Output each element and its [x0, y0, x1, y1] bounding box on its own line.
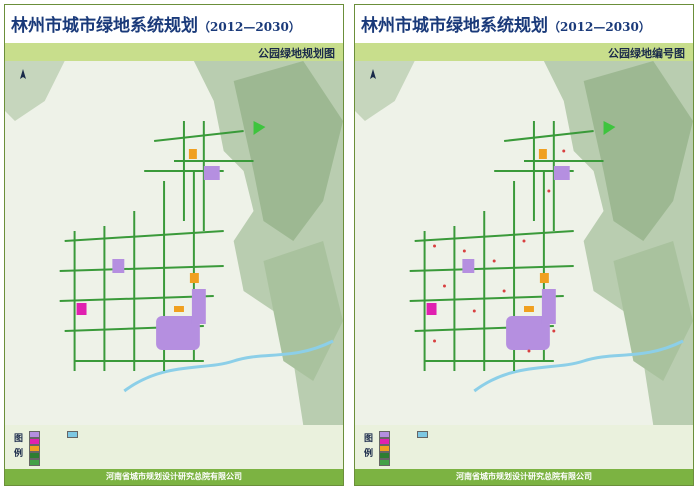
park-zone — [538, 149, 547, 159]
park-zone — [541, 289, 556, 324]
park-zone — [539, 273, 549, 283]
map-legend: 图例 — [355, 425, 693, 471]
title-years: （2012—2030） — [198, 20, 301, 34]
park-zone — [188, 149, 197, 159]
subtitle-strip — [355, 43, 693, 61]
legend-swatch — [379, 452, 390, 459]
north-arrow-icon — [370, 69, 376, 79]
legend-swatch — [29, 452, 40, 459]
park-zone — [112, 259, 125, 273]
park-zone — [253, 121, 266, 135]
legend-item — [379, 452, 393, 459]
map-canvas — [5, 61, 343, 425]
park-number-markers — [433, 149, 566, 353]
legend-swatch — [29, 438, 40, 445]
legend-swatch — [379, 445, 390, 452]
map-subtitle: 公园绿地编号图 — [608, 47, 685, 60]
legend-item — [29, 438, 43, 445]
legend-item — [379, 459, 393, 466]
river — [473, 339, 684, 393]
map-panel-left: 林州市城市绿地系统规划（2012—2030） 公园绿地规划图 — [4, 4, 344, 486]
legend-swatch — [67, 431, 78, 438]
park-zone — [603, 121, 616, 135]
park-zone — [553, 166, 570, 180]
legend-heading: 图例 — [362, 433, 372, 463]
park-zone — [203, 166, 220, 180]
map-canvas — [355, 61, 693, 425]
north-arrow-icon — [20, 69, 26, 79]
park-zone — [506, 316, 550, 350]
map-title: 林州市城市绿地系统规划（2012—2030） — [11, 11, 301, 36]
legend-swatch — [379, 438, 390, 445]
park-zone — [174, 306, 184, 312]
legend-item — [29, 445, 43, 452]
park-zone — [191, 289, 206, 324]
legend-item — [29, 459, 43, 466]
title-main: 林州市城市绿地系统规划 — [11, 16, 198, 36]
title-bar: 林州市城市绿地系统规划（2012—2030） — [355, 5, 693, 43]
legend-swatch — [29, 431, 40, 438]
map-graphic — [355, 61, 693, 425]
subtitle-strip — [5, 43, 343, 61]
river — [123, 339, 334, 393]
park-zone — [189, 273, 199, 283]
footer-bar: 河南省城市规划设计研究总院有限公司 — [5, 469, 343, 485]
legend-swatch — [29, 459, 40, 466]
park-zone — [156, 316, 200, 350]
legend-item — [29, 431, 43, 438]
mountain-ridge — [583, 61, 693, 241]
map-graphic — [5, 61, 343, 425]
legend-swatch — [29, 445, 40, 452]
legend-item — [379, 438, 393, 445]
title-bar: 林州市城市绿地系统规划（2012—2030） — [5, 5, 343, 43]
mountain-ridge — [233, 61, 343, 241]
legend-item — [67, 431, 81, 438]
legend-swatch — [379, 431, 390, 438]
title-years: （2012—2030） — [548, 20, 651, 34]
legend-item — [417, 431, 431, 438]
legend-swatch — [379, 459, 390, 466]
legend-swatch — [417, 431, 428, 438]
legend-item — [379, 431, 393, 438]
map-subtitle: 公园绿地规划图 — [258, 47, 335, 60]
park-zone — [524, 306, 534, 312]
map-title: 林州市城市绿地系统规划（2012—2030） — [361, 11, 651, 36]
mountain-area — [355, 61, 415, 121]
footer-bar: 河南省城市规划设计研究总院有限公司 — [355, 469, 693, 485]
map-panel-right: 林州市城市绿地系统规划（2012—2030） 公园绿地编号图 — [354, 4, 694, 486]
road-network — [59, 121, 254, 371]
legend-heading: 图例 — [12, 433, 22, 463]
mountain-area — [5, 61, 65, 121]
park-zone — [426, 303, 437, 315]
title-main: 林州市城市绿地系统规划 — [361, 16, 548, 36]
park-zone — [76, 303, 87, 315]
legend-item — [379, 445, 393, 452]
park-zone — [462, 259, 475, 273]
map-legend: 图例 — [5, 425, 343, 471]
legend-item — [29, 452, 43, 459]
